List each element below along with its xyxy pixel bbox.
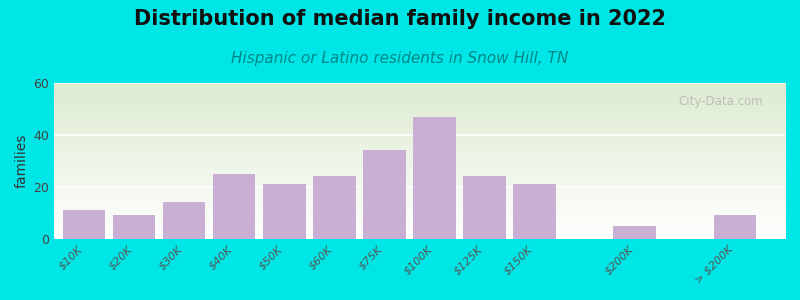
Bar — [413, 117, 456, 239]
Bar — [213, 174, 255, 239]
Bar — [463, 176, 506, 239]
Bar — [163, 202, 206, 239]
Bar — [614, 226, 656, 239]
Bar — [113, 215, 155, 239]
Text: City-Data.com: City-Data.com — [678, 95, 763, 109]
Bar — [62, 210, 106, 239]
Bar — [514, 184, 556, 239]
Bar — [263, 184, 306, 239]
Bar — [313, 176, 356, 239]
Text: Distribution of median family income in 2022: Distribution of median family income in … — [134, 9, 666, 29]
Text: Hispanic or Latino residents in Snow Hill, TN: Hispanic or Latino residents in Snow Hil… — [231, 51, 569, 66]
Bar — [363, 151, 406, 239]
Bar — [714, 215, 756, 239]
Y-axis label: families: families — [15, 134, 29, 188]
